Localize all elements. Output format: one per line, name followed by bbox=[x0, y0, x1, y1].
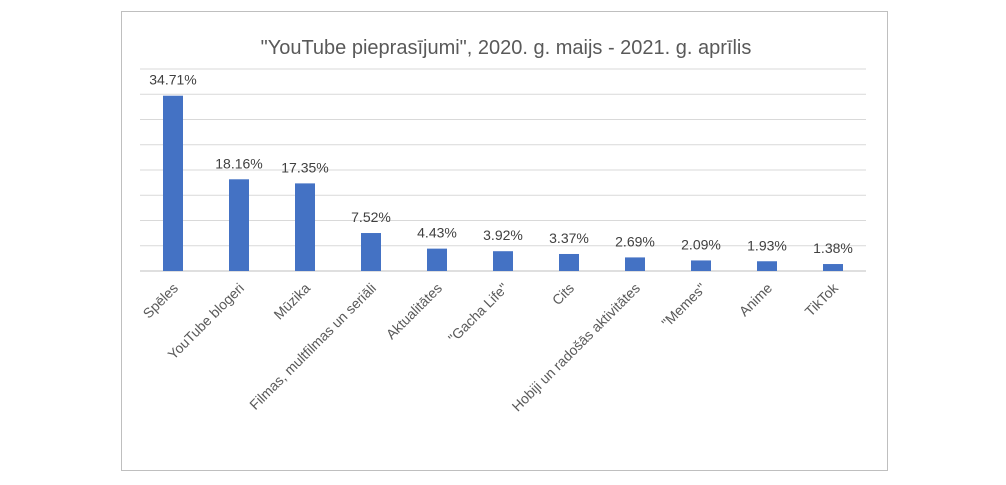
bar bbox=[823, 264, 843, 271]
data-label: 7.52% bbox=[351, 209, 391, 225]
data-labels: 34.71% 18.16% 17.35% 7.52% 4.43% 3.92% 3.37% 2.… bbox=[149, 72, 853, 256]
bar bbox=[427, 248, 447, 271]
category-label: Anime bbox=[736, 280, 776, 320]
category-label: TikTok bbox=[802, 279, 842, 319]
bar-chart: "YouTube pieprasījumi", 2020. g. maijs -… bbox=[140, 37, 866, 414]
category-label: Cits bbox=[549, 280, 577, 308]
bar bbox=[625, 257, 645, 271]
bar bbox=[757, 261, 777, 271]
category-label: Spēles bbox=[140, 280, 182, 322]
bar bbox=[559, 253, 579, 271]
bar bbox=[691, 260, 711, 271]
data-label: 2.69% bbox=[615, 233, 655, 249]
bars bbox=[163, 95, 843, 271]
bar bbox=[361, 233, 381, 271]
category-label: Hobiji un radošās aktivitātes bbox=[509, 280, 644, 415]
data-label: 18.16% bbox=[215, 155, 262, 171]
data-label: 3.92% bbox=[483, 227, 523, 243]
category-label: "Memes" bbox=[658, 280, 709, 331]
data-label: 17.35% bbox=[281, 159, 328, 175]
data-label: 1.93% bbox=[747, 237, 787, 253]
category-label: Aktualitātes bbox=[383, 280, 445, 342]
category-label: Filmas, multfilmas un seriāli bbox=[246, 280, 379, 413]
data-label: 2.09% bbox=[681, 236, 721, 252]
data-label: 1.38% bbox=[813, 240, 853, 256]
gridlines bbox=[140, 68, 866, 272]
bar bbox=[163, 95, 183, 271]
data-label: 4.43% bbox=[417, 225, 457, 241]
bar bbox=[295, 183, 315, 271]
data-label: 3.37% bbox=[549, 230, 589, 246]
category-label: "Gacha Life" bbox=[445, 280, 511, 346]
data-label: 34.71% bbox=[149, 72, 196, 88]
bar bbox=[493, 251, 513, 271]
chart-frame: "YouTube pieprasījumi", 2020. g. maijs -… bbox=[121, 11, 888, 471]
category-label: Mūzika bbox=[270, 280, 313, 323]
bar bbox=[229, 179, 249, 271]
chart-title: "YouTube pieprasījumi", 2020. g. maijs -… bbox=[261, 37, 752, 59]
